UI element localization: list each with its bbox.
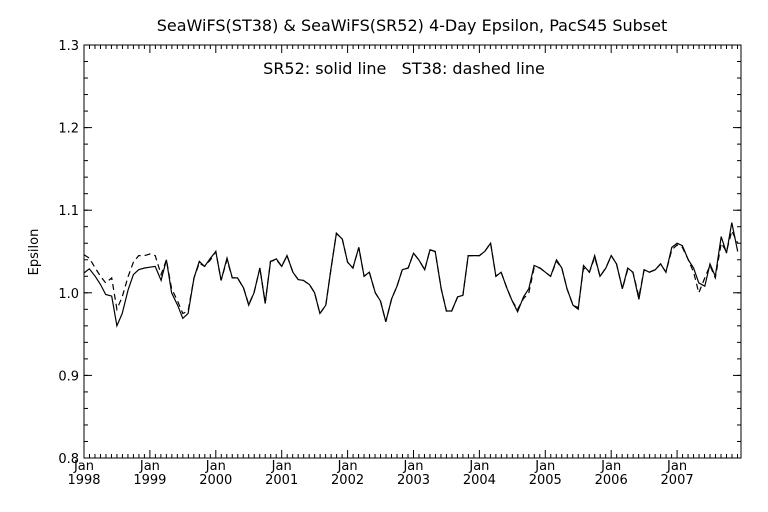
x-tick-year: 2002 [331,473,364,488]
x-tick-month: Jan [600,459,621,474]
x-tick-month: Jan [534,459,555,474]
x-tick-month: Jan [468,459,489,474]
x-tick-year: 2003 [397,473,430,488]
x-tick-month: Jan [73,459,94,474]
x-tick-month: Jan [205,459,226,474]
x-tick-month: Jan [139,459,160,474]
y-tick-label: 0.9 [58,369,79,384]
chart-title: SeaWiFS(ST38) & SeaWiFS(SR52) 4-Day Epsi… [157,16,667,35]
plot-frame [83,44,742,459]
axes: 0.80.91.01.11.21.3Jan1998Jan1999Jan2000J… [58,39,741,488]
x-tick-year: 2001 [265,473,298,488]
x-tick-year: 2006 [595,473,628,488]
x-tick-year: 1998 [67,473,100,488]
series-lines [83,222,739,328]
y-tick-label: 1.2 [58,122,79,137]
x-tick-year: 2004 [463,473,496,488]
y-tick-label: 1.3 [58,39,79,54]
x-tick-year: 1999 [133,473,166,488]
x-tick-month: Jan [337,459,358,474]
x-tick-month: Jan [271,459,292,474]
x-tick-year: 2005 [529,473,562,488]
x-tick-year: 2000 [199,473,232,488]
series-line-st38 [83,229,739,322]
y-tick-label: 1.0 [58,287,79,302]
y-tick-label: 1.1 [58,204,79,219]
x-tick-year: 2007 [661,473,694,488]
x-tick-month: Jan [666,459,687,474]
y-tick-label: 0.8 [58,452,79,467]
x-tick-month: Jan [402,459,423,474]
y-axis-label: Epsilon [27,229,42,276]
line-style-annotation: SR52: solid line ST38: dashed line [263,59,545,78]
